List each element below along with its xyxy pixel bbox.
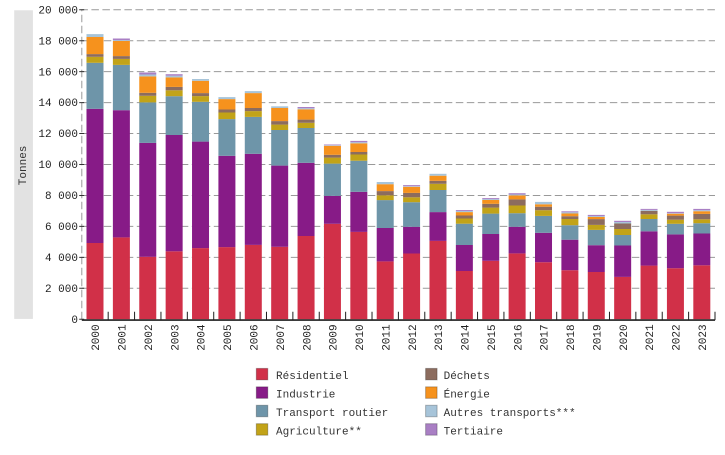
svg-text:20 000: 20 000 [38, 5, 78, 17]
svg-text:16 000: 16 000 [38, 67, 78, 79]
svg-text:2005: 2005 [223, 324, 235, 350]
svg-text:2015: 2015 [487, 324, 499, 350]
svg-text:4 000: 4 000 [45, 253, 78, 265]
svg-text:2006: 2006 [249, 324, 261, 350]
svg-text:2021: 2021 [645, 324, 657, 351]
svg-text:Autres transports***: Autres transports*** [444, 408, 576, 420]
svg-text:2001: 2001 [118, 324, 130, 351]
svg-text:2010: 2010 [355, 324, 367, 350]
svg-text:2011: 2011 [381, 324, 393, 351]
svg-text:2017: 2017 [540, 324, 552, 350]
svg-text:Industrie: Industrie [276, 389, 335, 401]
svg-text:2018: 2018 [566, 324, 578, 350]
svg-text:Déchets: Déchets [444, 371, 490, 383]
svg-text:2013: 2013 [434, 324, 446, 350]
svg-text:2012: 2012 [408, 324, 420, 350]
svg-text:2 000: 2 000 [45, 284, 78, 296]
svg-text:2020: 2020 [619, 324, 631, 350]
svg-text:2003: 2003 [170, 324, 182, 350]
svg-text:2002: 2002 [144, 324, 156, 350]
svg-text:2014: 2014 [461, 324, 473, 351]
svg-text:2019: 2019 [592, 324, 604, 350]
svg-text:Agriculture**: Agriculture** [276, 426, 362, 438]
svg-text:2007: 2007 [276, 324, 288, 350]
svg-text:Résidentiel: Résidentiel [276, 371, 349, 383]
svg-text:2016: 2016 [513, 324, 525, 350]
svg-text:2004: 2004 [197, 324, 209, 351]
svg-text:10 000: 10 000 [38, 160, 78, 172]
svg-text:8 000: 8 000 [45, 191, 78, 203]
svg-text:2023: 2023 [698, 324, 710, 350]
svg-text:Transport routier: Transport routier [276, 408, 388, 420]
svg-text:2008: 2008 [302, 324, 314, 350]
svg-text:18 000: 18 000 [38, 36, 78, 48]
svg-text:Énergie: Énergie [444, 387, 490, 401]
svg-text:12 000: 12 000 [38, 129, 78, 141]
svg-text:Tonnes: Tonnes [18, 146, 30, 186]
svg-text:0: 0 [71, 315, 78, 327]
svg-text:14 000: 14 000 [38, 98, 78, 110]
svg-text:2022: 2022 [672, 324, 684, 350]
svg-text:2009: 2009 [329, 324, 341, 350]
svg-text:2000: 2000 [91, 324, 103, 350]
svg-text:Tertiaire: Tertiaire [444, 426, 503, 438]
svg-text:6 000: 6 000 [45, 222, 78, 234]
